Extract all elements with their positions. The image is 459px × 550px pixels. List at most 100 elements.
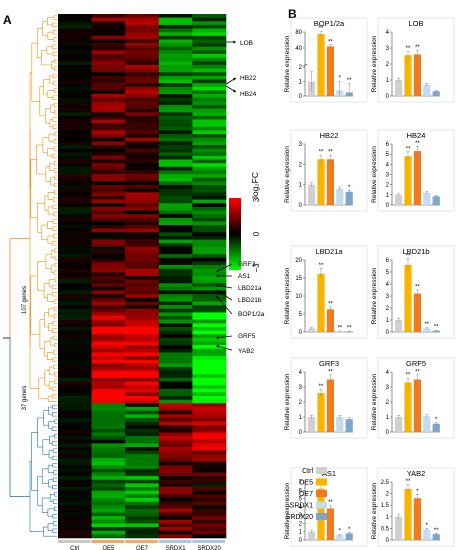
heatmap-cell — [91, 490, 126, 495]
heatmap-cell — [58, 337, 92, 342]
heatmap-cell — [192, 407, 227, 411]
dendrogram — [3, 15, 57, 537]
heatmap-cell — [158, 123, 193, 128]
heatmap-cell — [192, 519, 227, 524]
heatmap-cell — [91, 301, 126, 306]
heatmap-cell — [192, 192, 227, 197]
heatmap-cell — [158, 319, 193, 324]
heatmap-cell — [158, 512, 193, 517]
heatmap-cell — [158, 112, 193, 117]
significance-mark: ** — [347, 78, 352, 84]
heatmap-cell — [91, 530, 126, 535]
heatmap-cell — [158, 534, 193, 539]
heatmap-cell — [192, 14, 227, 18]
heatmap-cell — [158, 86, 193, 91]
heatmap-cell — [158, 134, 193, 139]
heatmap-cell — [192, 523, 227, 528]
y-axis-label: Relative expression — [284, 35, 291, 92]
heatmap-cell — [192, 479, 227, 484]
heatmap-cell — [125, 177, 160, 182]
heatmap-cell — [192, 301, 227, 306]
heatmap-cell — [192, 359, 227, 364]
heatmap-cell — [58, 75, 92, 80]
heatmap-cell — [158, 530, 193, 535]
heatmap-cell — [158, 155, 193, 160]
bar — [317, 159, 325, 205]
heatmap-cell — [91, 221, 126, 226]
heatmap-cell — [158, 141, 193, 146]
heatmap-cell — [58, 46, 92, 51]
heatmap-cell — [58, 246, 92, 251]
heatmap-cell — [91, 417, 126, 422]
heatmap-cell — [58, 421, 92, 426]
heatmap-cell — [192, 130, 227, 135]
heatmap-cell — [58, 385, 92, 390]
y-tick-label: 5 — [386, 152, 390, 158]
heatmap-cell — [91, 170, 126, 175]
y-tick-label: 2 — [299, 521, 303, 527]
heatmap-cell — [58, 94, 92, 98]
heatmap-cell — [58, 345, 92, 350]
heatmap-cell — [125, 516, 160, 521]
heatmap-cell — [158, 330, 193, 335]
heatmap-cell — [91, 177, 126, 182]
heatmap-cell — [192, 297, 227, 302]
heatmap-cell — [91, 447, 126, 451]
colorbar-tick: 0 — [252, 231, 261, 236]
heatmap-cell — [125, 334, 160, 339]
heatmap-cell — [192, 57, 227, 62]
heatmap-cell — [58, 534, 92, 539]
heatmap-cell — [125, 392, 160, 397]
heatmap-cell — [58, 17, 92, 22]
heatmap-cell — [158, 130, 193, 135]
heatmap-cell — [158, 225, 193, 229]
heatmap-cell — [192, 145, 227, 149]
heatmap-cell — [158, 290, 193, 295]
heatmap-cell — [91, 305, 126, 310]
bar — [432, 196, 440, 205]
heatmap-cell — [91, 83, 126, 88]
heatmap-cell — [125, 410, 160, 415]
heatmap-cell — [192, 54, 227, 58]
heatmap-cell — [58, 276, 92, 280]
heatmap-cell — [58, 494, 92, 499]
heatmap-cell — [125, 104, 160, 109]
column-strip — [158, 540, 192, 543]
heatmap-cell — [58, 428, 92, 433]
heatmap-cell — [125, 490, 160, 495]
heatmap-cell — [158, 312, 193, 317]
heatmap-cell — [158, 174, 193, 179]
heatmap-cell — [91, 461, 126, 466]
heatmap-cell — [91, 279, 126, 284]
heatmap-cell — [58, 356, 92, 360]
heatmap-cell — [192, 381, 227, 386]
heatmap-cell — [192, 141, 227, 146]
bar — [423, 328, 431, 332]
y-axis-label: Relative expression — [284, 373, 291, 430]
chart-title: LBD21a — [315, 247, 343, 256]
bar — [395, 194, 403, 205]
heatmap-cell — [91, 352, 126, 357]
heatmap-cell — [91, 97, 126, 102]
bar — [345, 419, 353, 432]
heatmap-cell — [125, 341, 160, 346]
heatmap-cell — [125, 312, 160, 317]
heatmap-cell — [58, 366, 92, 371]
bar — [336, 535, 344, 540]
bar-chart-hb24: HB24 Relative expression 0 1 2 3 4 5 6 ** ** — [371, 129, 455, 212]
heatmap-cell — [158, 137, 193, 142]
bar — [308, 417, 316, 432]
heatmap-cell — [125, 308, 160, 313]
heatmap-cell — [58, 508, 92, 513]
gene-label: LBD21b — [238, 297, 262, 304]
heatmap-cell — [91, 337, 126, 342]
heatmap-cell — [91, 50, 126, 55]
heatmap-cell — [91, 494, 126, 499]
heatmap-cell — [158, 450, 193, 455]
heatmap-cell — [91, 192, 126, 197]
y-axis-label: Relative expression — [371, 482, 378, 539]
significance-mark: ** — [406, 373, 411, 379]
heatmap-cell — [91, 86, 126, 91]
heatmap-cell — [192, 417, 227, 422]
